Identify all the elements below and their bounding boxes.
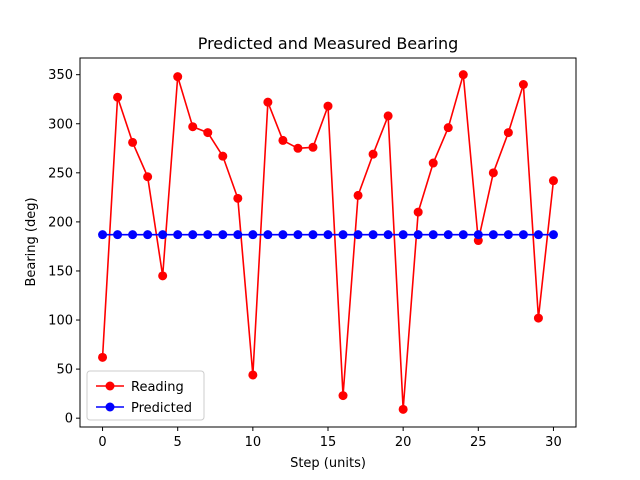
series-predicted-point bbox=[413, 230, 423, 240]
series-predicted-point bbox=[398, 230, 408, 240]
y-tick-label: 100 bbox=[48, 314, 73, 329]
series-reading-point bbox=[293, 143, 303, 153]
series-reading-point bbox=[428, 158, 438, 168]
plot-frame bbox=[79, 57, 577, 428]
series-reading-point bbox=[308, 142, 318, 152]
series-reading-point bbox=[398, 404, 408, 414]
series-predicted-point bbox=[218, 230, 228, 240]
chart-title: Predicted and Measured Bearing bbox=[198, 34, 459, 53]
series-reading-point bbox=[158, 271, 168, 281]
y-tick-label: 150 bbox=[48, 264, 73, 279]
x-tick-label: 5 bbox=[174, 435, 182, 450]
y-tick-label: 50 bbox=[56, 363, 73, 378]
series-reading-point bbox=[233, 193, 243, 203]
series-predicted-point bbox=[428, 230, 438, 240]
series-reading-point bbox=[113, 92, 123, 102]
series-predicted-point bbox=[158, 230, 168, 240]
series-reading-point bbox=[128, 137, 138, 147]
y-axis-label: Bearing (deg) bbox=[24, 197, 39, 286]
x-tick-label: 20 bbox=[395, 435, 412, 450]
series-reading-point bbox=[548, 176, 558, 186]
series-predicted-point bbox=[533, 230, 543, 240]
y-tick-label: 200 bbox=[48, 215, 73, 230]
y-tick-label: 350 bbox=[48, 68, 73, 83]
x-tick-label: 0 bbox=[98, 435, 106, 450]
x-axis-label: Step (units) bbox=[290, 456, 366, 471]
series-reading-point bbox=[248, 370, 258, 380]
series-reading-point bbox=[323, 101, 333, 111]
series-reading-point bbox=[353, 190, 363, 200]
series-predicted-point bbox=[458, 230, 468, 240]
series-predicted-point bbox=[368, 230, 378, 240]
series-reading-point bbox=[383, 111, 393, 121]
series-reading-point bbox=[173, 72, 183, 82]
series-reading-point bbox=[278, 135, 288, 145]
x-tick-label: 25 bbox=[470, 435, 487, 450]
x-tick-label: 30 bbox=[545, 435, 562, 450]
series-predicted-point bbox=[503, 230, 513, 240]
series-reading-point bbox=[533, 313, 543, 323]
series-layer bbox=[98, 70, 558, 414]
series-predicted-point bbox=[353, 230, 363, 240]
series-reading-point bbox=[503, 128, 513, 138]
series-reading-point bbox=[143, 172, 153, 182]
series-reading-point bbox=[263, 97, 273, 107]
legend: Reading Predicted bbox=[86, 370, 205, 421]
series-predicted-point bbox=[518, 230, 528, 240]
series-predicted-point bbox=[203, 230, 213, 240]
series-reading-point bbox=[368, 149, 378, 159]
series-predicted-point bbox=[488, 230, 498, 240]
series-reading-point bbox=[413, 207, 423, 217]
series-reading-point bbox=[338, 391, 348, 401]
series-predicted-point bbox=[233, 230, 243, 240]
series-predicted-point bbox=[188, 230, 198, 240]
series-reading-point bbox=[518, 79, 528, 89]
series-predicted-point bbox=[263, 230, 273, 240]
series-reading-point bbox=[218, 151, 228, 161]
series-predicted-point bbox=[323, 230, 333, 240]
series-predicted-point bbox=[308, 230, 318, 240]
legend-predicted-label: Predicted bbox=[131, 401, 192, 416]
series-reading-point bbox=[443, 123, 453, 133]
series-predicted-point bbox=[548, 230, 558, 240]
series-predicted-point bbox=[173, 230, 183, 240]
y-tick-label: 300 bbox=[48, 117, 73, 132]
series-predicted-point bbox=[383, 230, 393, 240]
legend-reading-label: Reading bbox=[131, 380, 184, 395]
series-reading-point bbox=[98, 352, 108, 362]
series-predicted-point bbox=[248, 230, 258, 240]
series-reading bbox=[98, 70, 558, 414]
y-tick-label: 0 bbox=[65, 412, 73, 427]
x-tick-label: 15 bbox=[320, 435, 337, 450]
series-reading-point bbox=[203, 128, 213, 138]
x-axis-ticks: 0 5 10 15 20 25 30 bbox=[98, 427, 562, 450]
x-tick-label: 10 bbox=[245, 435, 262, 450]
legend-predicted-marker bbox=[105, 402, 115, 412]
series-predicted-point bbox=[128, 230, 138, 240]
series-predicted-point bbox=[443, 230, 453, 240]
y-axis-ticks: 0 50 100 150 200 250 300 350 bbox=[48, 68, 80, 427]
series-predicted-point bbox=[278, 230, 288, 240]
series-predicted-point bbox=[338, 230, 348, 240]
series-predicted-point bbox=[143, 230, 153, 240]
series-predicted-point bbox=[98, 230, 108, 240]
series-predicted-point bbox=[113, 230, 123, 240]
series-predicted bbox=[98, 230, 558, 240]
series-predicted-point bbox=[293, 230, 303, 240]
series-reading-point bbox=[458, 70, 468, 80]
series-predicted-point bbox=[473, 230, 483, 240]
series-reading-point bbox=[488, 168, 498, 178]
y-tick-label: 250 bbox=[48, 166, 73, 181]
legend-reading-marker bbox=[105, 381, 115, 391]
series-reading-point bbox=[188, 122, 198, 132]
